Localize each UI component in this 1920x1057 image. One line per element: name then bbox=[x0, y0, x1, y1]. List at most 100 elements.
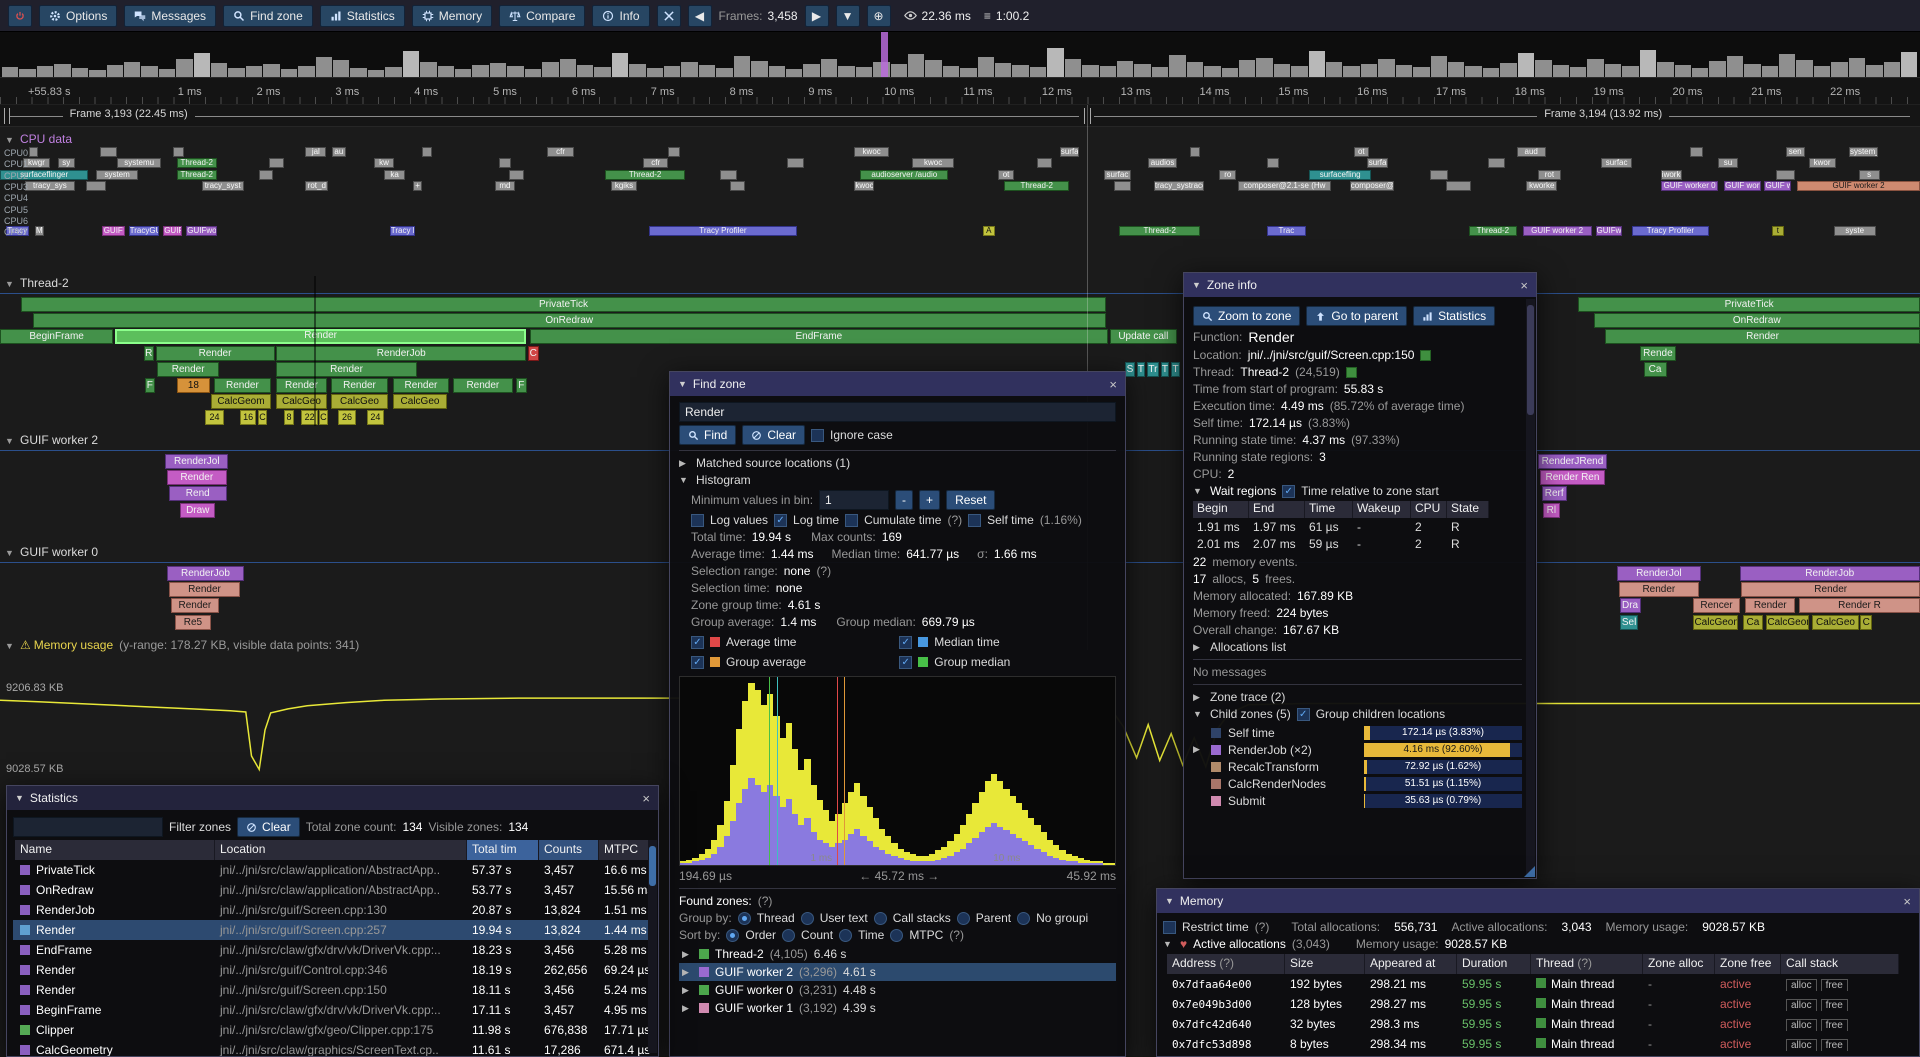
timeline-zone[interactable]: RenderJob bbox=[167, 566, 244, 581]
statistics-row[interactable]: CalcGeometry jni/../jni/src/claw/graphics… bbox=[13, 1040, 652, 1056]
timeline-zone[interactable]: rot_d bbox=[305, 180, 329, 191]
restrict-time-checkbox[interactable] bbox=[1163, 920, 1176, 934]
timeline-zone[interactable]: T bbox=[1136, 361, 1146, 377]
timeline-zone[interactable]: surfac bbox=[1104, 169, 1131, 180]
minimap-frame-bar[interactable] bbox=[402, 50, 420, 77]
minimap-frame-bar[interactable] bbox=[1117, 61, 1134, 77]
minimap-frame-bar[interactable] bbox=[1726, 55, 1744, 77]
minimap-frame-bar[interactable] bbox=[942, 66, 960, 77]
minimap-frame-bar[interactable] bbox=[89, 70, 106, 77]
callstack-alloc-button[interactable]: alloc bbox=[1786, 979, 1817, 991]
minimap-frame-bar[interactable] bbox=[1395, 65, 1413, 77]
thread-header[interactable]: ▼ Thread-2 bbox=[5, 276, 69, 290]
timeline-zone[interactable]: Render bbox=[1605, 329, 1920, 345]
bin-minus-button[interactable]: - bbox=[895, 490, 914, 510]
timeline-zone[interactable]: Render bbox=[170, 598, 219, 614]
timeline-zone[interactable] bbox=[172, 147, 185, 157]
info-button[interactable]: Info bbox=[592, 4, 650, 27]
timeline-zone[interactable]: Trac bbox=[1267, 226, 1306, 237]
minimap-frame-bar[interactable] bbox=[1029, 66, 1047, 77]
timeline-zone[interactable]: GUIF bbox=[163, 226, 183, 237]
timeline-zone[interactable]: jal bbox=[305, 147, 327, 157]
timeline-zone[interactable]: ot bbox=[1353, 147, 1369, 157]
timeline-zone[interactable] bbox=[268, 158, 285, 169]
child-zones-section[interactable]: ▼ Child zones (5) ✓ Group children location… bbox=[1193, 707, 1446, 721]
minimap-frame-bar[interactable] bbox=[542, 61, 559, 77]
frame-label[interactable]: Frame 3,193 (22.45 ms) bbox=[62, 108, 195, 120]
time-relative-checkbox[interactable]: ✓ bbox=[1282, 484, 1296, 498]
timeline-zone[interactable]: Render R bbox=[1799, 598, 1920, 614]
timeline-zone[interactable] bbox=[1445, 180, 1471, 191]
close-icon[interactable]: × bbox=[1903, 893, 1911, 909]
timeline-zone[interactable]: kwoc bbox=[912, 158, 955, 169]
callstack-alloc-button[interactable]: alloc bbox=[1786, 1019, 1817, 1031]
timeline-zone[interactable]: R bbox=[144, 345, 154, 361]
child-zone-row[interactable]: Submit 35.63 µs (0.79%) bbox=[1193, 792, 1522, 809]
frames-row[interactable]: Frame 3,193 (22.45 ms) Frame 3,194 (13.92… bbox=[0, 105, 1920, 127]
sort-by-help[interactable]: (?) bbox=[949, 928, 964, 942]
timeline-zone[interactable]: composer@ bbox=[1349, 180, 1394, 191]
timeline-zone[interactable]: CalcGeome bbox=[1693, 614, 1738, 630]
found-zones-help[interactable]: (?) bbox=[757, 894, 773, 908]
minimap-frame-bar[interactable] bbox=[1291, 66, 1308, 77]
timeline-zone[interactable]: surfacef bbox=[1059, 147, 1080, 157]
minimap-frame-bar[interactable] bbox=[890, 64, 907, 77]
clear-filter-button[interactable]: Clear bbox=[237, 817, 300, 837]
timeline-zone[interactable]: Rende bbox=[1639, 345, 1677, 361]
timeline-zone[interactable] bbox=[422, 147, 432, 157]
option-checkbox-cumulate-time[interactable] bbox=[845, 513, 859, 527]
timeline-zone[interactable]: CalcGeomet bbox=[1766, 614, 1809, 630]
minimap-frame-bar[interactable] bbox=[1047, 48, 1064, 77]
timeline-zone[interactable] bbox=[99, 147, 118, 157]
timeline-zone[interactable]: C bbox=[528, 345, 539, 361]
timeline-zone[interactable] bbox=[1488, 158, 1506, 169]
minimap-frame-bar[interactable] bbox=[977, 57, 995, 77]
timeline-zone[interactable]: Ca bbox=[1743, 614, 1763, 630]
allocation-row[interactable]: 0x7dfaa64e00 192 bytes 298.21 ms 59.95 s Mai… bbox=[1163, 974, 1913, 994]
minimap-frame-bar[interactable] bbox=[1657, 62, 1674, 77]
timeline-zone[interactable]: Update call bbox=[1109, 329, 1177, 345]
tools-button[interactable] bbox=[656, 4, 681, 27]
timeline-zone[interactable]: cfr bbox=[643, 158, 669, 169]
timeline-zone[interactable] bbox=[1430, 169, 1448, 180]
timeline-zone[interactable]: CalcGeo bbox=[392, 394, 448, 410]
minimap-frame-bar[interactable] bbox=[995, 63, 1012, 77]
timeline-zone[interactable] bbox=[508, 169, 525, 180]
next-frame-button[interactable]: ▶ bbox=[804, 4, 829, 27]
minimap-frame-bar[interactable] bbox=[1221, 67, 1238, 77]
find-zone-button[interactable]: Find zone bbox=[223, 4, 313, 27]
found-zone-group[interactable]: ▶ GUIF worker 0 (3,231) 4.48 s bbox=[682, 983, 876, 997]
memory-titlebar[interactable]: ▼ Memory × bbox=[1157, 889, 1919, 913]
timeline-zone[interactable]: 16 bbox=[240, 410, 257, 426]
option-checkbox-log-values[interactable] bbox=[691, 513, 704, 527]
minimap-frame-bar[interactable] bbox=[1430, 56, 1448, 77]
timeline-zone[interactable]: PrivateTick bbox=[1578, 297, 1920, 312]
allocation-row[interactable]: 0x7e049b3d00 128 bytes 298.27 ms 59.95 s Mai… bbox=[1163, 994, 1913, 1014]
minimap-frame-bar[interactable] bbox=[698, 64, 716, 77]
go-to-parent-button[interactable]: Go to parent bbox=[1306, 306, 1408, 326]
timeline-zone[interactable]: 24 bbox=[366, 410, 384, 426]
prev-frame-button[interactable]: ◀ bbox=[687, 4, 712, 27]
timeline-zone[interactable]: Sel bbox=[1620, 614, 1638, 630]
option-checkbox-self-time[interactable] bbox=[968, 513, 982, 527]
timeline-zone[interactable]: PrivateTick bbox=[21, 297, 1106, 312]
timeline-zone[interactable]: Thread-2 bbox=[1468, 226, 1517, 237]
timeline-zone[interactable]: system bbox=[96, 169, 139, 180]
minimap-frame-bar[interactable] bbox=[716, 67, 733, 77]
minimap-frame-bar[interactable] bbox=[106, 64, 123, 77]
timeline-zone[interactable]: S bbox=[1125, 361, 1135, 377]
timeline-zone[interactable]: TracyGUIF bbox=[128, 226, 160, 237]
minimap-frame-bar[interactable] bbox=[1639, 49, 1657, 77]
minimap-frame-bar[interactable] bbox=[1761, 66, 1779, 77]
timeline-zone[interactable]: composer@2.1-se (Hw bbox=[1238, 180, 1331, 191]
timeline-zone[interactable]: Render bbox=[115, 329, 527, 345]
min-bin-input[interactable] bbox=[819, 490, 890, 510]
timeline-zone[interactable]: Render bbox=[392, 378, 450, 393]
timeline-zone[interactable]: tracy_sys bbox=[24, 180, 75, 191]
find-zone-titlebar[interactable]: ▼ Find zone × bbox=[670, 372, 1125, 396]
callstack-free-button[interactable]: free bbox=[1820, 1039, 1848, 1051]
minimap-frame-bar[interactable] bbox=[71, 68, 89, 77]
timeline-zone[interactable]: au bbox=[332, 147, 346, 157]
frame-minimap[interactable] bbox=[0, 32, 1920, 78]
